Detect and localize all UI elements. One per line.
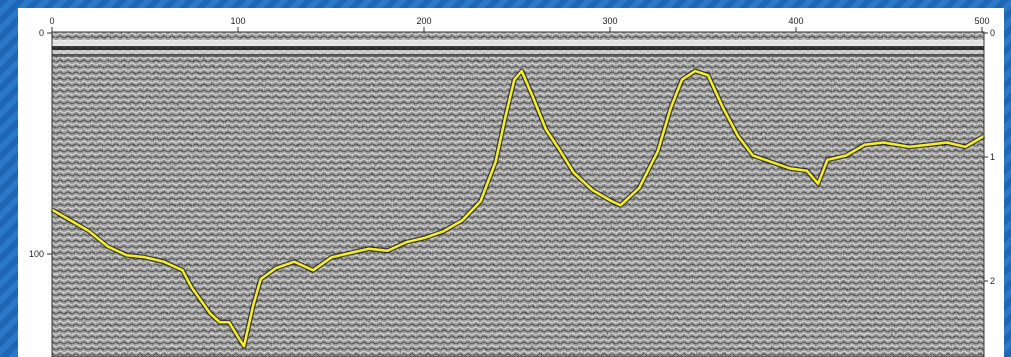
surface-reflection-dark bbox=[52, 46, 984, 50]
surface-reflection-shadow bbox=[52, 54, 984, 57]
interface-trace-layer bbox=[50, 68, 986, 349]
top-tick-label: 200 bbox=[416, 16, 431, 26]
right-tick-label: 2 bbox=[990, 276, 995, 286]
top-axis: 0 100 200 300 400 500 bbox=[49, 16, 990, 33]
interface-trace-line bbox=[51, 69, 985, 348]
radargram-figure: 0 100 200 300 400 500 0 100 0 1 2 bbox=[29, 16, 995, 357]
right-tick-label: 0 bbox=[990, 28, 995, 38]
surface-reflection-light bbox=[52, 50, 984, 54]
top-tick-label: 0 bbox=[49, 16, 54, 26]
left-tick-label: 100 bbox=[29, 249, 44, 259]
right-axis: 0 1 2 bbox=[984, 28, 995, 286]
top-tick-label: 400 bbox=[788, 16, 803, 26]
top-tick-label: 100 bbox=[230, 16, 245, 26]
left-tick-label: 0 bbox=[39, 28, 44, 38]
right-tick-label: 1 bbox=[990, 152, 995, 162]
surface-reflection-bright bbox=[52, 40, 984, 46]
radargram-noise bbox=[52, 32, 984, 357]
top-tick-label: 300 bbox=[602, 16, 617, 26]
radargram-panel: 0 100 200 300 400 500 0 100 0 1 2 bbox=[18, 8, 1004, 357]
plot-area bbox=[50, 32, 986, 357]
left-axis: 0 100 bbox=[29, 28, 52, 259]
top-tick-label: 500 bbox=[974, 16, 989, 26]
